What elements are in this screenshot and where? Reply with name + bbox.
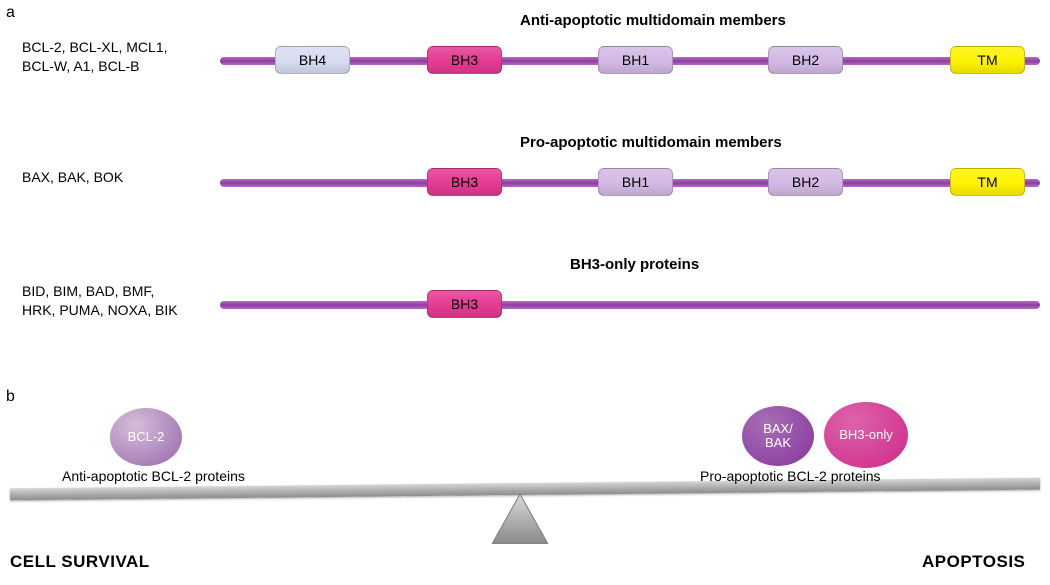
bar-track <box>220 301 1040 309</box>
domain-bar: BH3 BH1 BH2 TM <box>220 168 1040 198</box>
row-title: Pro-apoptotic multidomain members <box>520 134 782 151</box>
domain-bh1: BH1 <box>598 46 673 74</box>
protein-list: BID, BIM, BAD, BMF, HRK, PUMA, NOXA, BIK <box>22 282 178 320</box>
domain-bh3: BH3 <box>427 168 502 196</box>
fulcrum-icon <box>492 494 548 549</box>
protein-list: BCL-2, BCL-XL, MCL1, BCL-W, A1, BCL-B <box>22 38 168 76</box>
cell-survival-label: CELL SURVIVAL <box>10 552 150 572</box>
panel-b-label: b <box>6 388 15 406</box>
protein-family-row: Anti-apoptotic multidomain members BCL-2,… <box>0 8 1050 88</box>
domain-tm: TM <box>950 46 1025 74</box>
protein-list: BAX, BAK, BOK <box>22 168 123 187</box>
domain-bar: BH4 BH3 BH1 BH2 TM <box>220 46 1040 76</box>
protein-family-row: Pro-apoptotic multidomain members BAX, BA… <box>0 130 1050 210</box>
bcl2-ellipse: BCL-2 <box>110 408 182 466</box>
domain-bh1: BH1 <box>598 168 673 196</box>
domain-bh4: BH4 <box>275 46 350 74</box>
row-title: Anti-apoptotic multidomain members <box>520 12 786 29</box>
domain-bh3: BH3 <box>427 46 502 74</box>
domain-bar: BH3 <box>220 290 1040 320</box>
left-sub-label: Anti-apoptotic BCL-2 proteins <box>62 468 245 484</box>
domain-bh2: BH2 <box>768 168 843 196</box>
bh3-only-ellipse: BH3-only <box>824 402 908 468</box>
bax-bak-ellipse: BAX/ BAK <box>742 406 814 466</box>
row-title: BH3-only proteins <box>570 256 699 273</box>
domain-bh3: BH3 <box>427 290 502 318</box>
domain-tm: TM <box>950 168 1025 196</box>
right-sub-label: Pro-apoptotic BCL-2 proteins <box>700 468 881 484</box>
protein-family-row: BH3-only proteins BID, BIM, BAD, BMF, HRK… <box>0 252 1050 332</box>
domain-bh2: BH2 <box>768 46 843 74</box>
apoptosis-label: APOPTOSIS <box>922 552 1025 572</box>
